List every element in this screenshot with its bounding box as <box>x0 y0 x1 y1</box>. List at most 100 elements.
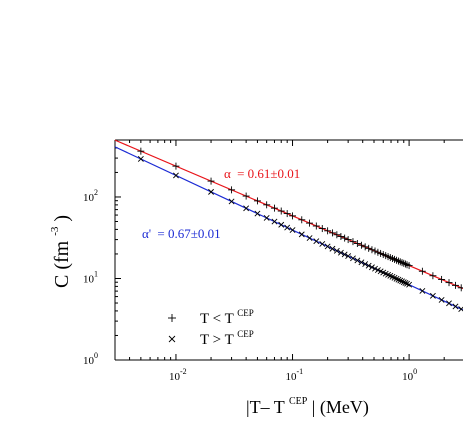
x-tick-label-exp: 0 <box>413 367 417 376</box>
data-point-cross-b <box>324 243 331 250</box>
data-point-plus <box>405 262 413 270</box>
data-point-plus <box>312 222 320 230</box>
fit-label-alpha-prime-value: = 0.67±0.01 <box>157 226 220 241</box>
data-point-cross-b <box>337 249 344 256</box>
data-point-cross <box>419 287 426 294</box>
data-point-plus <box>324 227 332 235</box>
data-point-cross-b <box>377 268 384 275</box>
data-point-cross-b <box>362 261 369 268</box>
data-point-cross <box>284 224 291 231</box>
data-point-cross-b <box>208 188 214 195</box>
x-tick-label-exp: -1 <box>297 367 304 376</box>
fit-label-alpha-value: = 0.61±0.01 <box>237 166 300 181</box>
data-point-cross <box>313 238 320 245</box>
data-point-plus <box>263 201 271 209</box>
x-tick-label: 10-1 <box>286 367 304 383</box>
data-point-plus <box>270 204 278 212</box>
y-tick-label: 100 <box>83 351 98 367</box>
data-point-plus <box>400 259 408 267</box>
data-point-plus <box>368 246 376 254</box>
fit-label-alpha: α = 0.61±0.01 <box>224 166 300 181</box>
data-point-cross-b <box>345 253 352 260</box>
data-point-cross-b <box>406 281 413 288</box>
data-point-plus <box>429 272 437 280</box>
legend-label-below-text: T < T <box>200 311 234 327</box>
legend-cross-symbol-b <box>168 335 176 343</box>
fit-label-alpha-symbol: α <box>224 166 231 181</box>
data-point-cross-b <box>263 214 270 221</box>
legend-marker-cross <box>168 335 176 343</box>
data-point-cross <box>289 227 296 233</box>
legend-marker-plus <box>168 314 176 322</box>
y-tick-label-base: 10 <box>83 355 95 367</box>
fit-line-alpha <box>114 139 463 290</box>
x-tick-label: 10-2 <box>169 367 187 383</box>
data-point-cross-b <box>319 241 326 247</box>
data-point-cross-b <box>438 296 445 303</box>
x-tick-label-base: 10 <box>286 371 298 383</box>
legend-label-below: T < T CEP <box>200 308 254 327</box>
x-tick-label-base: 10 <box>402 371 414 383</box>
data-point-cross-b <box>298 231 305 238</box>
data-point-plus <box>394 257 402 265</box>
data-point-plus <box>333 231 341 239</box>
data-point-cross <box>406 281 413 288</box>
legend-plus-symbol <box>168 314 176 322</box>
x-axis-title-post: | (MeV) <box>312 397 369 418</box>
data-point-cross <box>329 245 336 252</box>
data-point-plus <box>371 247 379 255</box>
data-point-cross <box>208 188 214 195</box>
x-tick-label-exp: -2 <box>180 367 187 376</box>
data-point-cross <box>228 198 235 205</box>
x-tick-label: 100 <box>402 367 417 383</box>
data-point-plus <box>353 240 361 248</box>
data-point-cross <box>362 261 369 268</box>
data-point-cross-b <box>387 272 394 279</box>
y-axis-title-pre: C (fm <box>51 240 73 288</box>
data-point-cross-b <box>380 269 387 276</box>
fit-label-alpha-prime: α' = 0.67±0.01 <box>142 226 221 241</box>
data-point-cross-b <box>400 279 407 286</box>
data-point-plus <box>242 192 250 200</box>
data-point-cross <box>337 249 344 256</box>
data-point-cross-b <box>429 292 436 299</box>
data-point-plus <box>137 147 145 155</box>
legend-label-above-text: T > T <box>200 332 234 348</box>
y-tick-label-base: 10 <box>83 192 95 204</box>
data-point-plus <box>357 241 365 249</box>
data-point-cross-b <box>358 259 365 266</box>
data-point-cross-b <box>389 273 396 280</box>
data-point-cross-b <box>419 287 426 294</box>
data-point-plus <box>457 284 463 292</box>
y-axis-title: C (fm -3 ) <box>41 215 73 288</box>
legend-label-above-sup: CEP <box>237 329 254 339</box>
legend-cross-symbol <box>168 335 176 343</box>
data-point-cross-b <box>254 210 261 217</box>
legend-label-below-sup: CEP <box>237 308 254 318</box>
data-point-cross <box>368 264 375 271</box>
data-point-plus <box>289 212 297 220</box>
data-markers <box>137 147 463 313</box>
data-point-plus <box>438 275 446 283</box>
data-point-cross <box>397 277 404 284</box>
data-point-plus <box>398 259 406 267</box>
data-point-plus <box>318 225 326 233</box>
data-point-plus <box>341 234 349 242</box>
data-point-cross <box>395 276 402 283</box>
data-point-cross-b <box>354 257 361 264</box>
data-point-plus <box>277 207 285 215</box>
x-axis-title-pre: |T– T <box>246 397 285 417</box>
data-point-cross-b <box>243 205 250 212</box>
data-point-plus <box>361 243 369 251</box>
data-point-plus <box>306 219 314 227</box>
y-tick-label-exp: 0 <box>94 351 98 360</box>
x-tick-label-base: 10 <box>169 371 181 383</box>
data-point-cross <box>306 235 313 241</box>
data-point-cross <box>350 255 356 262</box>
data-point-cross <box>298 231 305 238</box>
data-point-cross <box>393 275 400 282</box>
data-point-plus <box>418 267 426 275</box>
data-point-cross-b <box>313 238 320 245</box>
data-point-cross <box>358 259 365 266</box>
data-point-cross-b <box>284 224 291 231</box>
